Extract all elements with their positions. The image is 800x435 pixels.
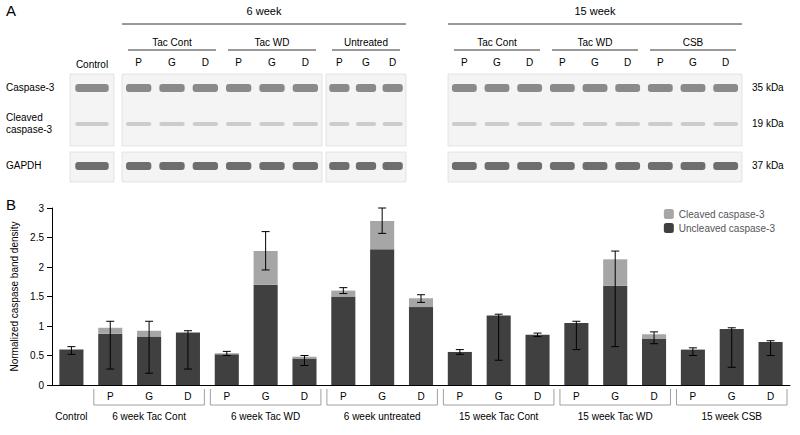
svg-text:Tac WD: Tac WD [578,37,613,48]
svg-text:P: P [107,391,114,402]
svg-text:P: P [559,57,566,68]
svg-text:Cleaved caspase-3: Cleaved caspase-3 [679,209,765,220]
svg-text:D: D [184,391,191,402]
svg-text:37 kDa: 37 kDa [752,160,784,171]
svg-text:G: G [689,57,697,68]
svg-text:19 kDa: 19 kDa [752,118,784,129]
svg-text:D: D [526,57,533,68]
svg-text:G: G [268,57,276,68]
svg-text:G: G [262,391,270,402]
svg-text:G: G [591,57,599,68]
svg-text:P: P [690,391,697,402]
svg-text:D: D [301,391,308,402]
svg-text:G: G [493,57,501,68]
svg-text:CSB: CSB [683,37,704,48]
svg-text:D: D [417,391,424,402]
svg-text:P: P [340,391,347,402]
svg-text:6 week Tac WD: 6 week Tac WD [231,411,300,422]
svg-text:Cleavedcaspase-3: Cleavedcaspase-3 [6,112,53,135]
svg-text:P: P [235,57,242,68]
svg-text:P: P [336,57,343,68]
svg-text:6 week Tac Cont: 6 week Tac Cont [112,411,186,422]
svg-text:Caspase-3: Caspase-3 [6,82,55,93]
svg-text:0: 0 [38,380,44,391]
svg-text:15 week Tac Cont: 15 week Tac Cont [459,411,539,422]
svg-text:Tac WD: Tac WD [255,37,290,48]
svg-text:0.5: 0.5 [30,350,44,361]
html-text:B: B [6,196,16,213]
svg-text:D: D [722,57,729,68]
svg-text:G: G [495,391,503,402]
svg-text:15 week CSB: 15 week CSB [701,411,762,422]
svg-text:P: P [223,391,230,402]
svg-text:D: D [767,391,774,402]
svg-text:G: G [362,57,370,68]
svg-text:D: D [650,391,657,402]
svg-text:15 week Tac WD: 15 week Tac WD [578,411,653,422]
svg-text:3: 3 [38,203,44,214]
svg-text:P: P [461,57,468,68]
svg-text:P: P [135,57,142,68]
svg-text:D: D [534,391,541,402]
svg-text:G: G [168,57,176,68]
svg-text:Control: Control [76,59,108,70]
svg-text:P: P [573,391,580,402]
svg-text:G: G [611,391,619,402]
svg-text:P: P [457,391,464,402]
svg-text:GAPDH: GAPDH [6,160,42,171]
svg-text:D: D [389,57,396,68]
svg-text:2.5: 2.5 [30,232,44,243]
svg-text:D: D [202,57,209,68]
svg-text:Uncleaved caspase-3: Uncleaved caspase-3 [679,223,776,234]
svg-text:Normalized caspase band densit: Normalized caspase band density [9,221,20,371]
svg-text:Control: Control [55,411,87,422]
svg-text:P: P [657,57,664,68]
svg-text:G: G [728,391,736,402]
svg-text:15 week: 15 week [575,5,616,17]
svg-text:D: D [302,57,309,68]
svg-text:6 week: 6 week [247,5,282,17]
svg-text:35 kDa: 35 kDa [752,82,784,93]
svg-text:1: 1 [38,321,44,332]
svg-text:1.5: 1.5 [30,291,44,302]
svg-text:A: A [6,2,16,19]
svg-text:Tac Cont: Tac Cont [477,37,517,48]
svg-text:G: G [145,391,153,402]
svg-text:G: G [378,391,386,402]
svg-text:6 week untreated: 6 week untreated [344,411,421,422]
svg-text:Tac Cont: Tac Cont [152,37,192,48]
svg-text:D: D [624,57,631,68]
svg-text:2: 2 [38,262,44,273]
svg-text:Untreated: Untreated [344,37,388,48]
